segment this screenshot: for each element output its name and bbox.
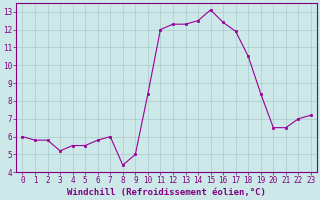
X-axis label: Windchill (Refroidissement éolien,°C): Windchill (Refroidissement éolien,°C) <box>67 188 266 197</box>
